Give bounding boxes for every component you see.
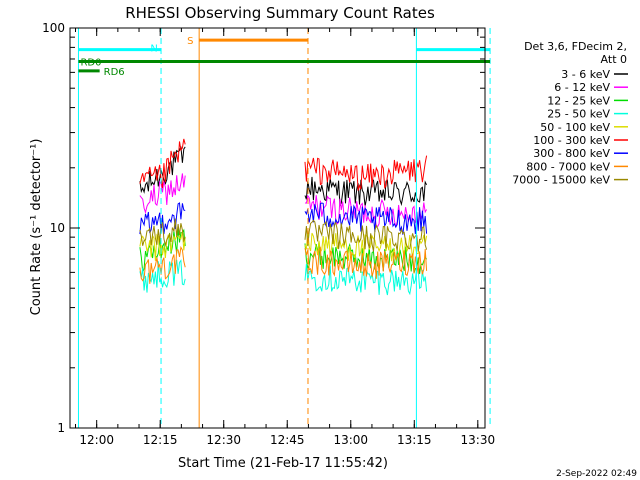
series-7000-15000-kev-segment-2 [304,219,428,252]
legend-label-25-50-kev: 25 - 50 keV [547,108,610,121]
status-label-rd0: RD0 [80,57,101,68]
series-300-800-kev-segment-1 [139,202,186,235]
footer-timestamp: 2-Sep-2022 02:49 [556,469,637,479]
legend-label-6-12-kev: 6 - 12 keV [554,81,610,94]
y-tick-label-100: 100 [42,21,65,35]
series-800-7000-kev-segment-2 [304,246,428,279]
y-tick-label-10: 10 [50,221,65,235]
chart-title: RHESSI Observing Summary Count Rates [125,4,435,22]
legend-label-300-800-kev: 300 - 800 keV [533,147,610,160]
series-25-50-kev-segment-1 [139,259,186,293]
x-tick-label-1230: 12:30 [206,433,241,447]
legend-label-3-6-kev: 3 - 6 keV [561,68,610,81]
status-label-n: N [150,43,157,54]
series-800-7000-kev-segment-1 [139,245,186,284]
legend-label-12-25-kev: 12 - 25 keV [547,94,610,107]
x-tick-label-1315: 13:15 [397,433,432,447]
series-300-800-kev-segment-2 [304,202,428,235]
legend-label-800-7000-kev: 800 - 7000 keV [526,160,610,173]
series-6-12-kev-segment-1 [139,173,186,215]
legend-label-100-300-kev: 100 - 300 keV [533,134,610,147]
x-tick-label-1215: 12:15 [143,433,178,447]
series-100-300-kev-segment-2 [304,155,428,191]
legend-label-50-100-kev: 50 - 100 keV [540,121,610,134]
series-12-25-kev-segment-2 [304,241,428,275]
x-tick-label-1300: 13:00 [333,433,368,447]
legend-header-line-2: Att 0 [601,53,627,66]
x-tick-label-1245: 12:45 [270,433,305,447]
series-100-300-kev-segment-1 [139,138,186,189]
series-6-12-kev-segment-2 [304,194,428,228]
series-7000-15000-kev-segment-1 [139,218,186,247]
y-tick-label-1: 1 [57,421,65,435]
y-axis-label: Count Rate (s⁻¹ detector⁻¹) [29,139,44,316]
legend-header-line-1: Det 3,6, FDecim 2, [524,40,627,53]
series-3-6-kev-segment-2 [304,176,428,208]
legend-label-7000-15000-kev: 7000 - 15000 keV [512,174,610,187]
series-25-50-kev-segment-2 [304,263,428,296]
status-label-rd6: RD6 [104,67,125,78]
axes: 12:00 12:15 12:30 12:45 13:00 13:15 13:30 1 10 10… [42,21,495,447]
x-tick-label-1200: 12:00 [79,433,114,447]
series-50-100-kev-segment-1 [139,231,186,261]
status-label-s: S [187,36,193,47]
x-axis-label: Start Time (21-Feb-17 11:55:42) [178,456,388,471]
series-3-6-kev-segment-1 [139,146,186,194]
x-tick-label-1330: 13:30 [461,433,496,447]
